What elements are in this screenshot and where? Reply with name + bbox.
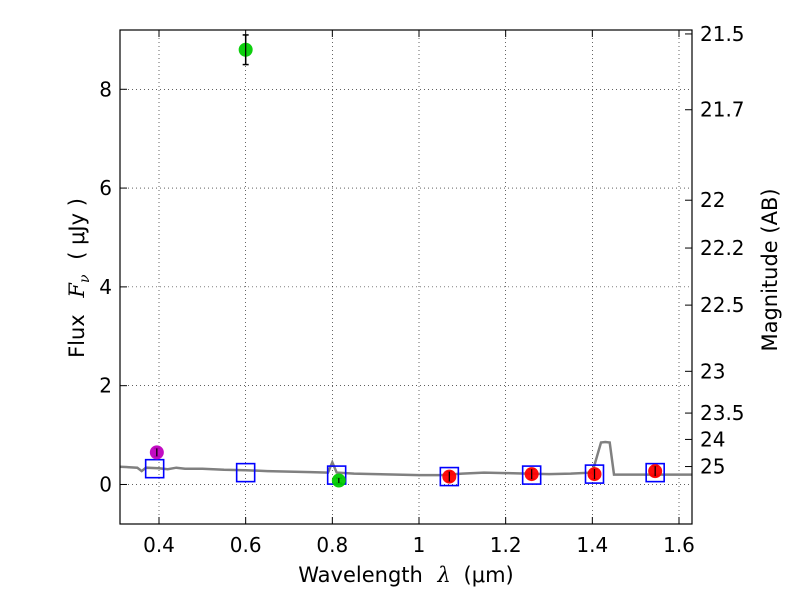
y-tick-label: 0 (99, 472, 112, 496)
x-tick-label: 0.4 (143, 533, 175, 557)
magnitude-tick-label: 25 (700, 455, 725, 479)
model-point-square (235, 462, 256, 483)
y-tick-label: 2 (99, 374, 112, 398)
y-tick-label: 4 (99, 275, 112, 299)
model-spectrum-line (120, 440, 692, 477)
axis-ticks: 0.4 0.6 0.8 1 1.2 1.4 1.60246821.521.72222.222… (99, 22, 744, 557)
x-tick-label: 1 (413, 533, 426, 557)
magnitude-tick-label: 22.2 (700, 236, 745, 260)
model-point-square (439, 466, 460, 487)
magnitude-tick-label: 24 (700, 427, 725, 451)
model-point-square (645, 462, 665, 483)
x-tick-label: 0.6 (230, 533, 262, 557)
y-tick-label: 6 (99, 176, 112, 200)
y2-axis-label: Magnitude (AB) (758, 188, 782, 351)
y-axis-label: Flux Fν ( μJy ) (65, 198, 94, 358)
x-axis-label: Wavelength λ (μm) (298, 563, 513, 587)
model-point-square (584, 464, 605, 484)
magnitude-tick-label: 22 (700, 188, 725, 212)
y-tick-label: 8 (99, 77, 112, 101)
x-tick-label: 1.4 (576, 533, 608, 557)
magnitude-tick-label: 23.5 (700, 401, 745, 425)
x-tick-label: 1.2 (490, 533, 522, 557)
magnitude-tick-label: 22.5 (700, 293, 745, 317)
grid-lines (120, 30, 692, 524)
x-tick-label: 1.6 (663, 533, 695, 557)
model-point-square (521, 465, 542, 485)
axes-frame (119, 29, 693, 525)
magnitude-tick-label: 21.7 (700, 98, 745, 122)
plot-content (120, 34, 692, 488)
x-tick-label: 0.8 (316, 533, 348, 557)
magnitude-tick-label: 21.5 (700, 22, 745, 46)
model-point-square (144, 458, 165, 479)
magnitude-tick-label: 23 (700, 359, 725, 383)
